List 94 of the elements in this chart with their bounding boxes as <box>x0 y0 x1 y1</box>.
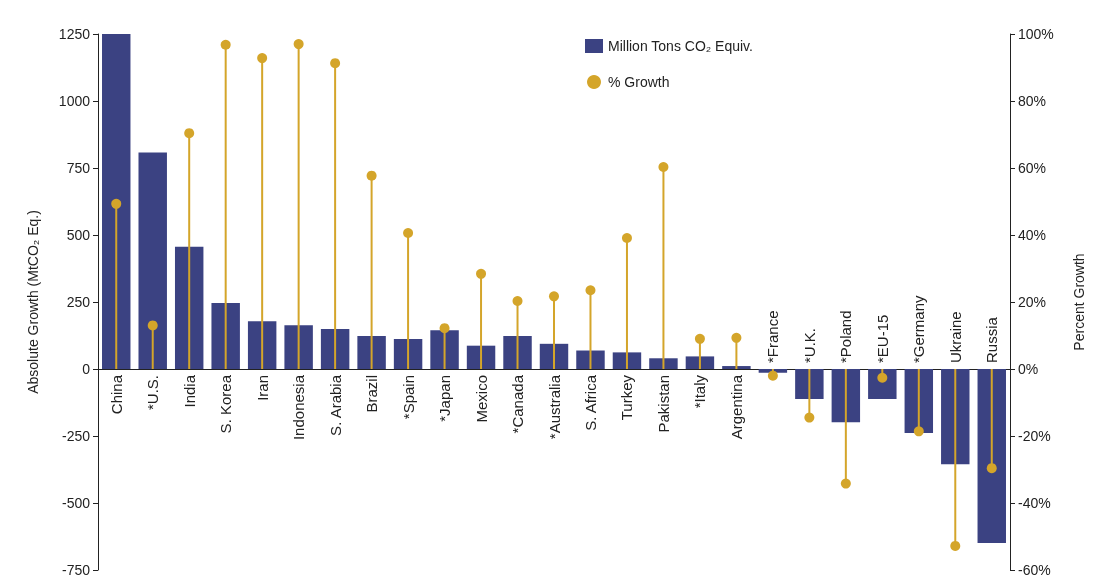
x-tick-label: *Japan <box>436 375 454 422</box>
x-tick-label: China <box>107 374 125 415</box>
x-tick-label: Mexico <box>472 375 490 423</box>
point <box>658 162 669 172</box>
bar <box>284 325 313 369</box>
x-tick-label: S. Arabia <box>326 374 344 436</box>
bar <box>320 329 350 369</box>
y2-axis-title: Percent Growth <box>1071 253 1087 351</box>
y2-tick-label: -40% <box>1018 495 1051 511</box>
y2-tick-label: 60% <box>1018 160 1047 176</box>
y-tick-label: 750 <box>66 160 91 176</box>
y-tick-label: -500 <box>61 495 91 511</box>
bar <box>174 246 204 369</box>
x-tick-label: Iran <box>253 375 271 401</box>
x-tick-label: *Canada <box>509 374 527 434</box>
y2-tick-label: 0% <box>1018 361 1039 377</box>
bar <box>503 336 532 369</box>
bar <box>649 358 678 369</box>
bar <box>941 369 970 465</box>
x-tick-label: Russia <box>983 316 1001 363</box>
point <box>549 291 559 302</box>
bar <box>685 356 715 369</box>
bar <box>612 352 642 369</box>
y2-tick-label: -60% <box>1018 562 1051 578</box>
y-tick-label: 1250 <box>58 26 91 42</box>
y-tick-label: 500 <box>66 227 91 243</box>
x-tick-label: *Germany <box>910 294 928 363</box>
point <box>585 285 596 296</box>
point <box>147 320 158 331</box>
y2-tick-label: 100% <box>1018 26 1054 42</box>
point <box>293 39 304 50</box>
point <box>476 268 487 279</box>
bar <box>977 369 1006 543</box>
x-tick-label: *U.K. <box>800 327 818 363</box>
point <box>366 170 377 181</box>
x-tick-label: Argentina <box>727 374 745 440</box>
x-tick-label: Brazil <box>363 375 381 413</box>
point <box>220 39 231 50</box>
x-tick-label: *Australia <box>545 374 563 440</box>
x-tick-label: S. Korea <box>217 374 235 434</box>
point <box>111 198 122 209</box>
bar <box>430 330 459 369</box>
y2-tick-label: 40% <box>1018 227 1047 243</box>
bar <box>868 369 897 400</box>
point <box>731 332 742 343</box>
bar <box>831 369 861 423</box>
y-tick-label: -250 <box>61 428 91 444</box>
x-tick-label: *Poland <box>837 310 855 363</box>
x-tick-label: S. Africa <box>581 374 599 431</box>
bar <box>722 366 751 369</box>
x-tick-label: Pakistan <box>654 375 672 433</box>
x-tick-label: *EU-15 <box>873 314 891 363</box>
point <box>330 58 341 69</box>
bar <box>795 369 824 400</box>
point <box>184 128 195 139</box>
bar <box>466 345 496 369</box>
y-tick-label: 0 <box>82 361 91 377</box>
point <box>439 323 450 334</box>
x-tick-label: *France <box>764 310 782 363</box>
point <box>767 370 778 381</box>
y2-tick-label: 80% <box>1018 93 1047 109</box>
x-tick-label: Turkey <box>618 374 636 421</box>
bar <box>102 34 131 369</box>
bar <box>247 321 277 369</box>
point <box>950 540 961 551</box>
y-tick-label: 1000 <box>58 93 91 109</box>
y2-tick-label: -20% <box>1018 428 1051 444</box>
bar <box>576 350 605 369</box>
point <box>913 426 924 437</box>
x-tick-label: *Italy <box>691 374 709 409</box>
y-tick-label: -750 <box>61 562 91 578</box>
bar <box>211 303 240 369</box>
y-axis-title: Absolute Growth (MtCO₂ Eq.) <box>25 210 41 394</box>
point <box>986 463 997 474</box>
x-tick-label: India <box>180 374 198 408</box>
point <box>804 412 815 423</box>
point <box>257 53 268 64</box>
point <box>403 227 414 238</box>
bar <box>393 338 423 369</box>
bar <box>357 336 386 369</box>
legend-label: Million Tons CO₂ Equiv. <box>608 38 753 54</box>
y2-tick-label: 20% <box>1018 294 1047 310</box>
bar <box>138 152 167 369</box>
point <box>840 478 851 489</box>
point <box>512 296 523 306</box>
point <box>694 333 705 344</box>
x-tick-label: *U.S. <box>144 375 162 411</box>
point <box>877 372 888 383</box>
x-tick-label: Indonesia <box>290 374 308 441</box>
x-tick-label: *Spain <box>399 375 417 420</box>
x-tick-label: Ukraine <box>946 311 964 363</box>
point <box>621 233 632 244</box>
y-tick-label: 250 <box>66 294 91 310</box>
legend-label: % Growth <box>608 74 670 90</box>
